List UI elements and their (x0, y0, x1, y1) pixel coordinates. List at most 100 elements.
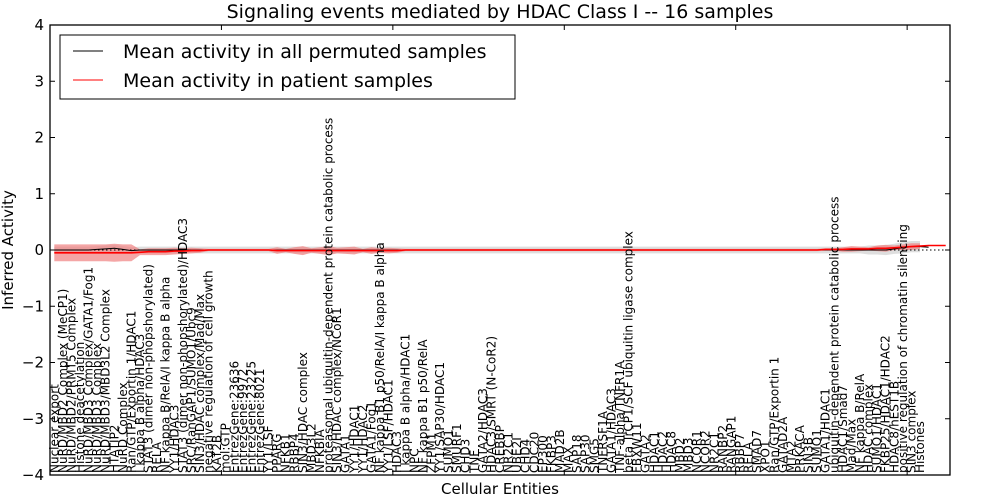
category-label: SMG5 (587, 438, 601, 473)
legend-label-patient: Mean activity in patient samples (123, 70, 433, 92)
category-label: YY1/HDAC3 (167, 405, 181, 474)
y-tick-label: −4 (22, 466, 44, 484)
category-label: HDAC8/hEST1B (887, 381, 901, 473)
category-label: I kappa B alpha/HDAC3 (133, 334, 147, 473)
category-label: NF kappa B1 p50/RelA (416, 339, 430, 473)
category-label: SIN3 complex (904, 391, 918, 473)
category-label: YY1/LSF (262, 425, 276, 474)
category-label: SMAD7 (750, 430, 764, 473)
category-label: RELA (742, 441, 756, 473)
category-label: NuRD/MBD2/PRMT5 Complex (64, 298, 78, 473)
category-label: Nuclear export (47, 384, 61, 473)
category-label: HDAC8 (664, 431, 678, 473)
category-label: Ran/GTP/Exportin 1/HDAC1 (124, 311, 138, 473)
category-label: YY1/SAP30/HDAC1 (433, 362, 447, 474)
chart-title: Signaling events mediated by HDAC Class … (227, 1, 774, 23)
category-label: STAT3 (dimer non-phopshorylated) (142, 264, 156, 473)
category-label: NPC (407, 448, 421, 473)
y-tick-label: 0 (34, 241, 44, 259)
category-label: NuRD/MBD3/MBD3L2 Complex (99, 289, 113, 473)
y-tick-label: 1 (34, 185, 44, 203)
category-label: CDC20 (527, 432, 541, 473)
category-label: SMURF1 (450, 423, 464, 473)
category-label: RANBP2 (716, 425, 730, 473)
category-label: HDAC1/Smad7 (836, 385, 850, 473)
category-label: beta TrCP1/SCF ubiquitin ligase complex (622, 231, 636, 473)
category-label: KAT2B (210, 435, 224, 473)
x-axis-ticks (220, 25, 908, 475)
category-label: TNF-alpha/TNFR1A (613, 360, 627, 474)
category-label: PRKACA (793, 424, 807, 473)
category-label: MTA2 (784, 440, 798, 473)
y-tick-label: 3 (34, 72, 44, 90)
y-tick-label: −1 (22, 297, 44, 315)
category-label: SIN3/HDAC complex/NCoR1 (330, 307, 344, 473)
category-label: TNFRSF1A (596, 410, 610, 474)
category-label: UBE2I (510, 437, 524, 473)
category-label: proteasomal ubiquitin-dependent protein … (322, 118, 336, 473)
y-tick-label: 4 (34, 16, 44, 34)
category-label: RELA (150, 441, 164, 473)
category-label: CREBBP (493, 425, 507, 473)
category-label: HDAC3 (390, 431, 404, 473)
category-label: I kappa B alpha/HDAC1 (399, 334, 413, 473)
category-label: EntrezGene:23225 (244, 361, 258, 473)
category-label: NuRD/MBD3 Complex (90, 343, 104, 473)
category-label: MBD2 (673, 438, 687, 473)
category-label: SUMO1 (810, 429, 824, 473)
category-label: CHD3 (459, 439, 473, 473)
category-label: negative regulation of cell growth (202, 270, 216, 473)
category-label: HDAC1 (647, 431, 661, 473)
legend-box (59, 34, 516, 100)
category-label: NCOR1 (690, 430, 704, 473)
legend: Mean activity in all permuted samples Me… (59, 34, 516, 100)
y-tick-label: −2 (22, 354, 44, 372)
category-label: HDAC2 (656, 431, 670, 473)
category-label: NF kappa B/RelA/I kappa B alpha (159, 277, 173, 473)
category-label: RBBP7 (733, 433, 747, 473)
category-label: HTATIP2 (107, 425, 121, 473)
category-label: GATA1/Fog1 (364, 401, 378, 473)
category-label: RANGAP1 (724, 416, 738, 473)
category-label: SUMO1/HDAC1 (870, 383, 884, 473)
category-label: SIN3/HDAC complex (296, 352, 310, 473)
category-label: TNF (467, 450, 481, 474)
category-label: GATA1/HDAC3 (604, 388, 618, 473)
category-label: XPO1 (759, 440, 773, 473)
category-label: NCOR2 (699, 430, 713, 473)
category-label: EntrezGene:8021 (253, 369, 267, 474)
category-label: YY1/LSF/HDAC1 (382, 379, 396, 474)
bands-layer (54, 241, 921, 262)
category-label: NFKB1 (279, 433, 293, 473)
category-label: EP300 (536, 435, 550, 473)
y-tick-label: −3 (22, 410, 44, 428)
category-label: YY1/HDAC2 (356, 405, 370, 474)
legend-label-permuted: Mean activity in all permuted samples (123, 41, 486, 63)
category-label: GATA1 (339, 434, 353, 473)
category-label: GATA1/HDAC1 (819, 388, 833, 473)
category-label: Histones (913, 421, 927, 473)
category-label: MAD2B (553, 429, 567, 473)
category-label: RBBP4 (287, 433, 301, 473)
category-label: NuRD/MBD3 Complex/GATA1/Fog1 (82, 267, 96, 473)
category-label: SIN3B (802, 437, 816, 473)
category-label: ZFPM1 (424, 433, 438, 473)
lines-layer (50, 244, 950, 254)
category-label: GATAD2A (776, 416, 790, 473)
category-label: NuRD Complex (116, 382, 130, 473)
category-label: FKBP3 (544, 435, 558, 473)
category-label: EntrezGene:9972 (236, 369, 250, 474)
category-label: HDAC complex (862, 384, 876, 473)
category-label: SIN3/HDAC complex/Mad/Max (193, 294, 207, 473)
category-label: HDAC3/SMRT (N-CoR2) (484, 336, 498, 473)
category-label: MBD3 (682, 438, 696, 473)
category-label: NFKBIA (313, 428, 327, 473)
category-label: NF kappa B/RelA (853, 373, 867, 473)
category-label: positive regulation of chromatin silenci… (896, 224, 910, 473)
y-axis: −4 −3 −2 −1 0 1 2 3 4 (22, 16, 950, 484)
category-label: PPARG (270, 433, 284, 473)
category-label: MBD3L2 (304, 423, 318, 473)
category-label: SAP30 (579, 434, 593, 473)
